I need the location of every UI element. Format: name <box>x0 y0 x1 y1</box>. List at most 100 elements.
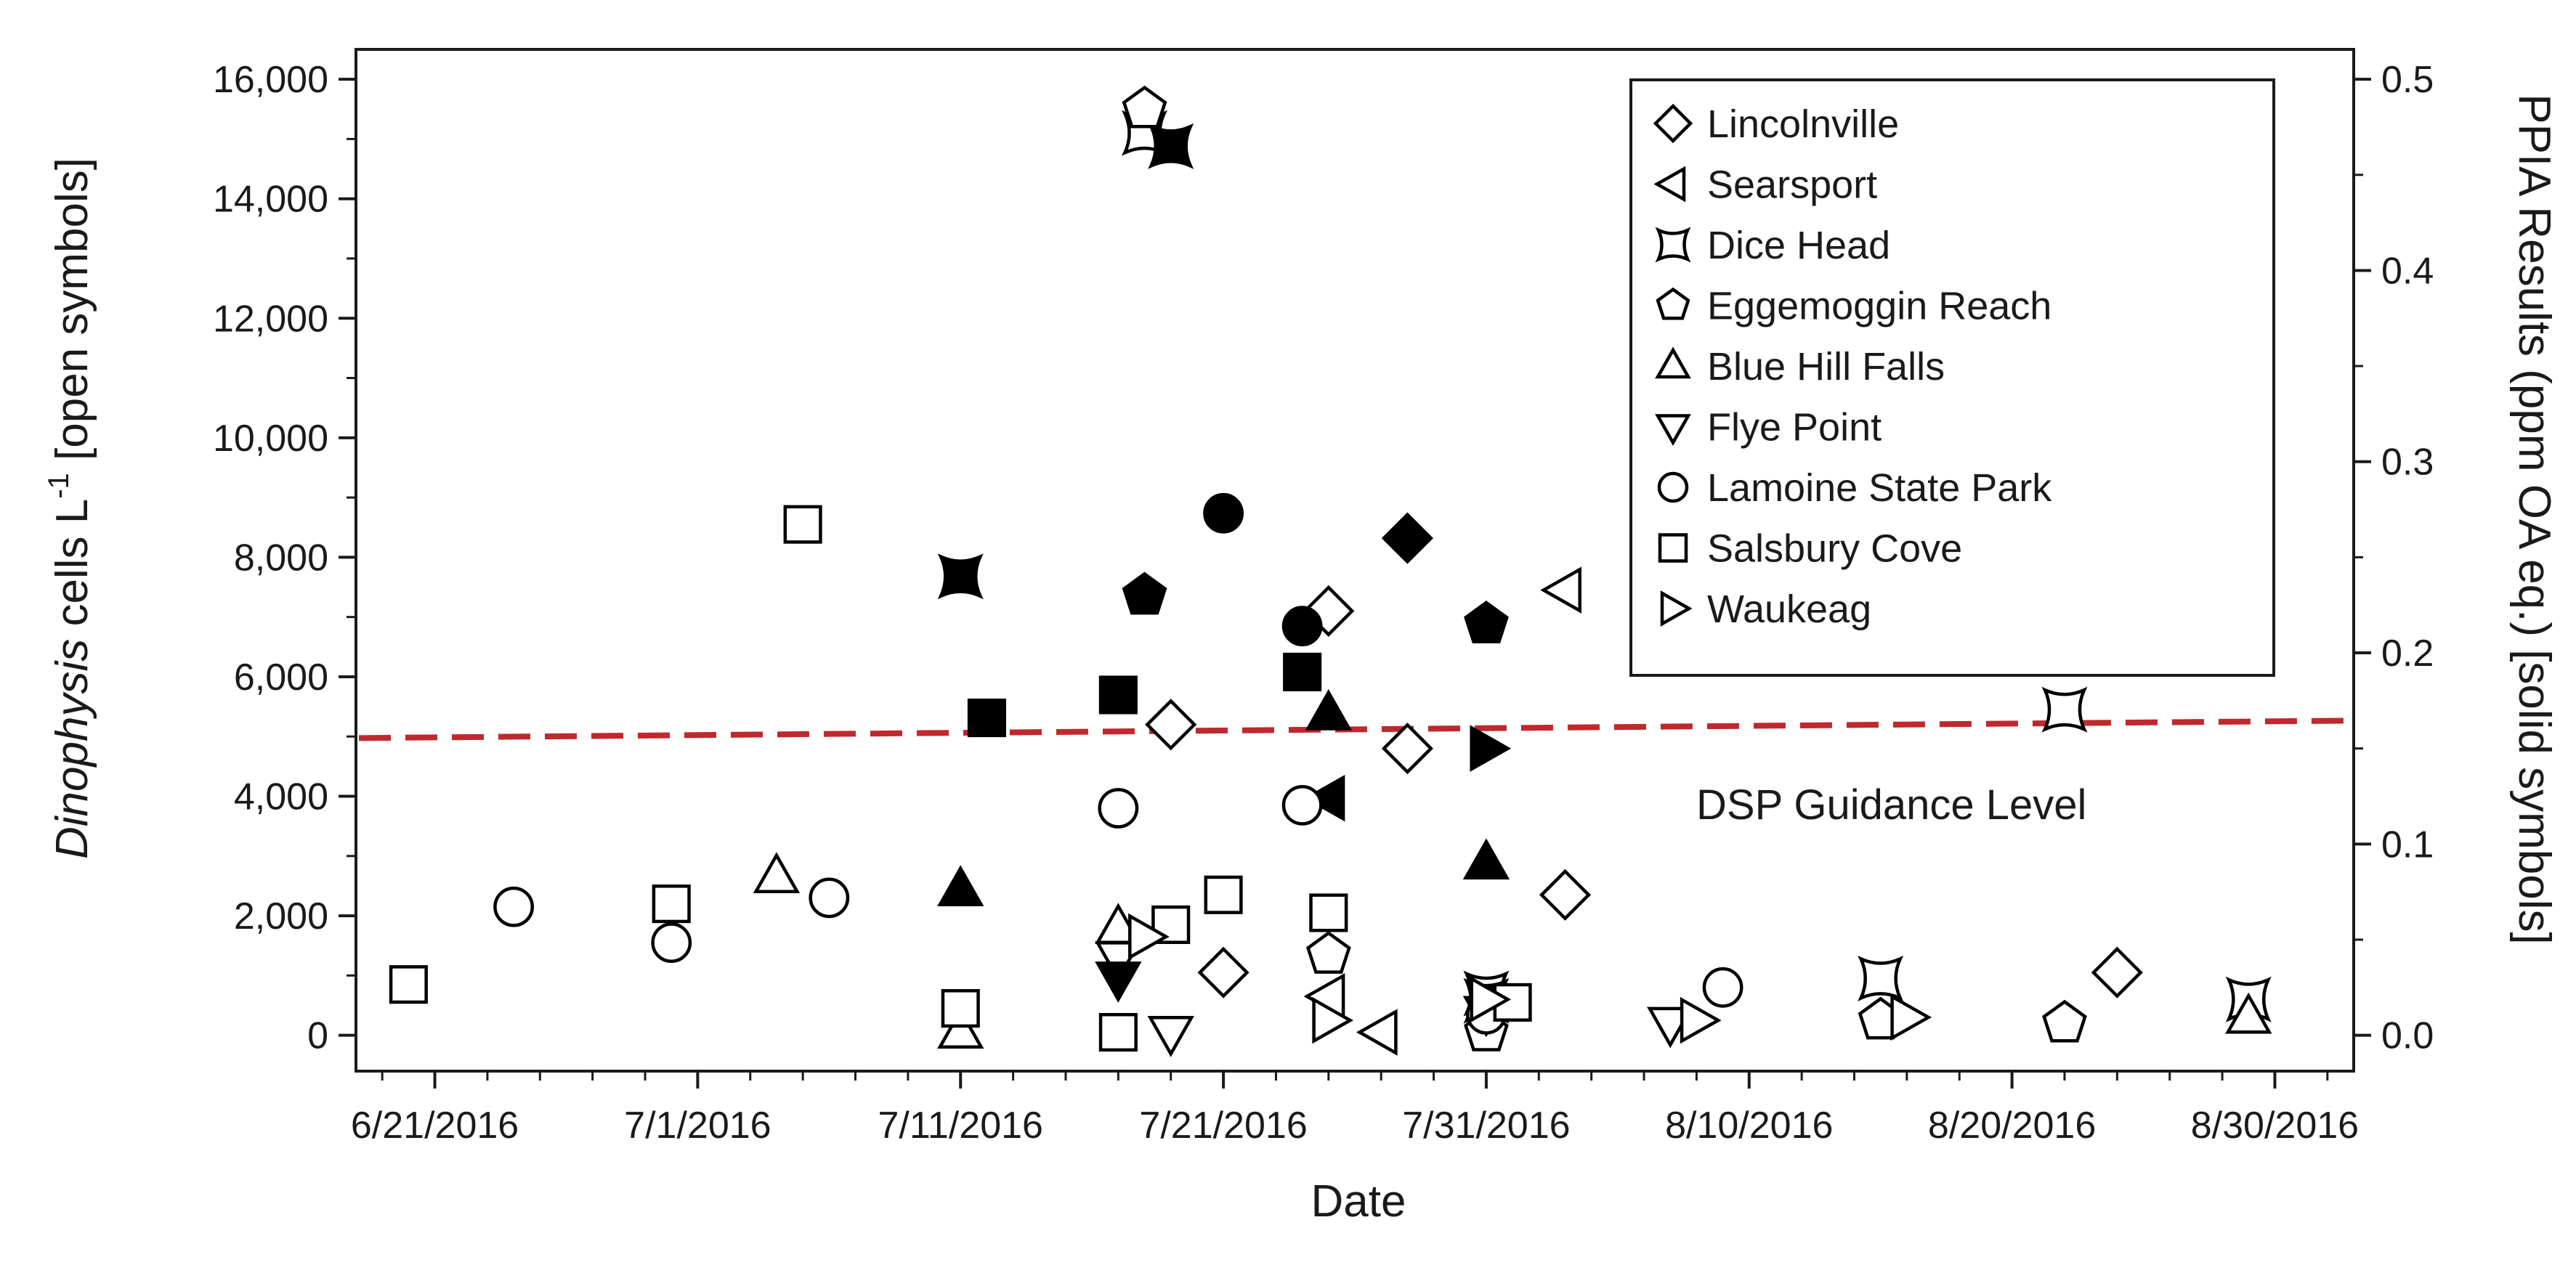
y-tick-label: 10,000 <box>213 418 328 460</box>
point-lamoine-state-park-cells <box>1702 967 1743 1008</box>
y2-tick-label: 0.5 <box>2381 59 2434 101</box>
point-lincolnville-cells <box>1539 869 1592 921</box>
point-lincolnville-cells <box>2091 946 2143 998</box>
guidance-level-label: DSP Guidance Level <box>1696 781 2086 829</box>
point-eggemoggin-reach-cells <box>2042 999 2087 1043</box>
point-blue-hill-falls-ppia <box>1305 689 1353 731</box>
x-tick-label: 8/10/2016 <box>1665 1105 1833 1147</box>
y-tick-label: 2,000 <box>234 895 328 937</box>
point-salsbury-cove-cells <box>1204 875 1243 914</box>
x-tick-label: 7/21/2016 <box>1139 1105 1307 1147</box>
point-blue-hill-falls-cells <box>2225 992 2272 1034</box>
legend-label: Eggemoggin Reach <box>1707 285 2052 328</box>
point-lamoine-state-park-cells <box>493 886 535 927</box>
y2-tick-label: 0.3 <box>2381 442 2434 484</box>
y-tick-label: 16,000 <box>213 59 328 101</box>
point-lincolnville-cells <box>1303 585 1355 637</box>
point-searsport-cells <box>1356 1009 1398 1056</box>
y-tick-label: 0 <box>307 1015 328 1057</box>
point-lamoine-state-park-cells <box>1281 784 1323 826</box>
y-axis-title-main: cells L <box>47 499 97 639</box>
point-salsbury-cove-cells <box>1309 893 1348 932</box>
point-blue-hill-falls-cells <box>753 852 801 894</box>
guidance-line-layer <box>358 717 2352 741</box>
point-eggemoggin-reach-cells <box>1122 85 1167 129</box>
legend-marker-blue-hill-falls <box>1655 346 1691 379</box>
point-waukeag-cells <box>1312 996 1354 1044</box>
point-searsport-cells <box>1540 566 1581 614</box>
legend-marker-salsbury-cove <box>1658 533 1688 563</box>
y2-tick-label: 0.1 <box>2381 823 2434 866</box>
legend-label: Flye Point <box>1707 406 1882 450</box>
point-dice-head-ppia <box>937 553 984 600</box>
point-searsport-ppia <box>1303 774 1345 822</box>
point-waukeag-cells <box>1680 996 1722 1044</box>
legend-label: Lincolnville <box>1707 102 1899 146</box>
point-salsbury-cove-cells <box>389 965 428 1004</box>
plot-frame <box>355 48 2355 1073</box>
y2-tick-label: 0.4 <box>2381 250 2434 292</box>
y2-axis-title: PPIA Results (ppm OA eq.) [solid symbols… <box>2509 94 2559 945</box>
legend-marker-flye-point <box>1655 414 1691 447</box>
x-tick-label: 7/31/2016 <box>1402 1105 1570 1147</box>
point-salsbury-cove-ppia <box>967 699 1006 738</box>
y-tick-label: 6,000 <box>234 656 328 699</box>
y-axis-title-sup: -1 <box>43 473 75 499</box>
point-salsbury-cove-cells <box>652 884 691 924</box>
y-tick-label: 14,000 <box>213 179 328 221</box>
legend-marker-eggemoggin-reach <box>1656 287 1690 320</box>
legend-marker-dice-head <box>1655 227 1691 263</box>
x-tick-label: 8/20/2016 <box>1928 1105 2096 1147</box>
point-salsbury-cove-cells <box>783 505 822 544</box>
point-waukeag-ppia <box>1470 725 1512 772</box>
point-lamoine-state-park-ppia <box>1203 492 1244 534</box>
point-lincolnville-cells <box>1197 946 1249 998</box>
x-axis-title: Date <box>1311 1176 1406 1227</box>
y-axis-title-italic: Dinophysis <box>47 639 97 859</box>
legend-label: Lamoine State Park <box>1707 466 2052 510</box>
plot-border <box>355 48 2355 1073</box>
point-lamoine-state-park-cells <box>651 922 692 963</box>
y-axis-title: Dinophysis cells L-1 [open symbols] <box>43 158 97 859</box>
point-dice-head-ppia <box>1148 123 1194 169</box>
legend-label: Salsbury Cove <box>1707 527 1962 571</box>
y-tick-label: 8,000 <box>234 537 328 579</box>
point-salsbury-cove-ppia <box>1098 675 1138 715</box>
y2-tick-label: 0.0 <box>2381 1015 2434 1057</box>
legend-marker-lamoine-state-park <box>1657 471 1689 503</box>
y2-tick-label: 0.2 <box>2381 632 2434 675</box>
point-lincolnville-cells <box>1145 699 1197 751</box>
point-dice-head-cells <box>1858 955 1904 1001</box>
point-salsbury-cove-cells <box>1098 1012 1138 1052</box>
point-lamoine-state-park-cells <box>809 877 850 919</box>
point-lincolnville-cells <box>1381 723 1433 775</box>
x-tick-label: 8/30/2016 <box>2191 1105 2359 1147</box>
dsp-guidance-line <box>358 717 2352 741</box>
point-waukeag-cells <box>1470 976 1512 1023</box>
y-axis-title-tail: [open symbols] <box>47 158 97 473</box>
point-flye-point-ppia <box>1095 961 1142 1003</box>
legend-label: Blue Hill Falls <box>1707 345 1945 389</box>
point-eggemoggin-reach-ppia <box>1122 572 1167 615</box>
point-lamoine-state-park-ppia <box>1281 606 1323 647</box>
legend-label: Waukeag <box>1707 587 1871 631</box>
legend-box <box>1629 78 2275 677</box>
legend-marker-lincolnville <box>1653 103 1693 144</box>
legend-label: Dice Head <box>1707 224 1890 267</box>
point-salsbury-cove-cells <box>941 989 980 1028</box>
legend-marker-searsport <box>1653 166 1686 203</box>
point-blue-hill-falls-cells <box>937 1007 984 1049</box>
point-dice-head-cells <box>2041 686 2088 733</box>
point-lincolnville-ppia <box>1381 512 1433 564</box>
y-tick-label: 12,000 <box>213 298 328 340</box>
point-waukeag-cells <box>1890 993 1932 1041</box>
legend-marker-waukeag <box>1660 590 1693 627</box>
data-marks <box>389 85 2272 1057</box>
x-tick-label: 7/1/2016 <box>624 1105 771 1147</box>
x-tick-label: 6/21/2016 <box>351 1105 519 1147</box>
legend: Lincolnville Searsport Dice Head Eggemoggin… <box>1629 78 2275 677</box>
legend-label: Searsport <box>1707 163 1877 207</box>
point-waukeag-cells <box>1128 913 1170 961</box>
point-blue-hill-falls-ppia <box>1462 838 1510 880</box>
x-tick-label: 7/11/2016 <box>878 1105 1042 1147</box>
